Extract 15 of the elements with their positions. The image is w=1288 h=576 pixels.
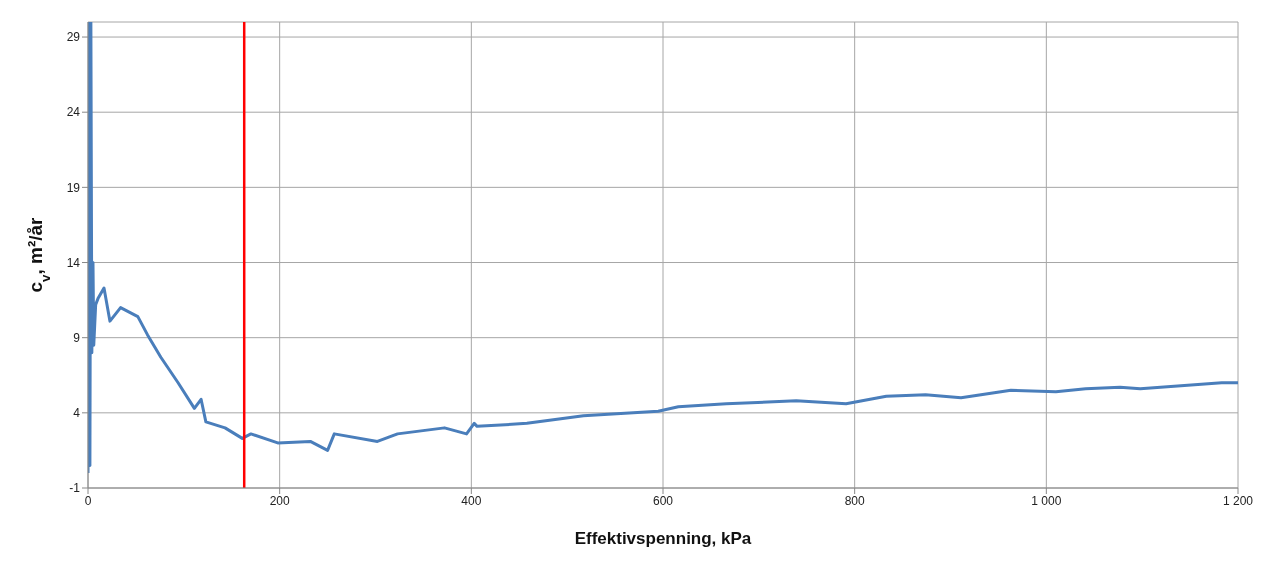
x-tick-label: 0 [84,493,92,508]
x-tick-label: 200 [269,493,290,508]
x-tick-label: 600 [652,493,674,508]
y-tick-label: 19 [66,180,81,195]
y-tick-label: 29 [66,30,81,45]
y-tick-label: -1 [69,481,81,496]
x-tick-label: 400 [461,493,482,508]
x-tick-label: 1 000 [1031,493,1062,508]
y-tick-label: 24 [66,105,81,120]
x-tick-label: 800 [844,493,865,508]
x-axis-title: Effektivspenning, kPa [574,529,752,548]
y-tick-label: 9 [73,330,81,345]
y-tick-label: 4 [73,406,81,421]
x-tick-label: 1 200 [1222,493,1254,508]
y-tick-label: 14 [66,255,81,270]
